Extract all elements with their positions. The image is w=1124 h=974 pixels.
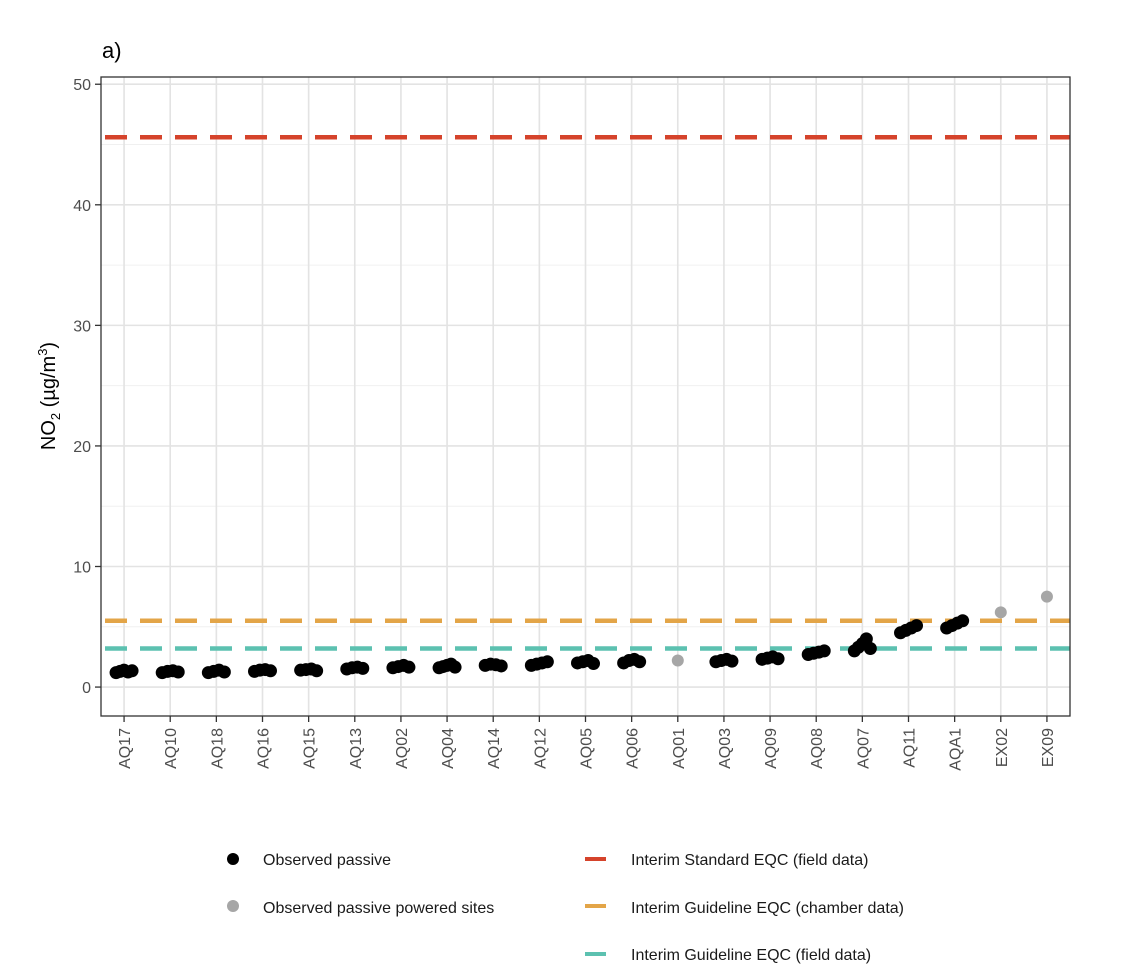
grid-layer	[101, 77, 1070, 716]
data-point-observed-passive	[817, 644, 831, 658]
x-tick-label: AQ18	[209, 728, 226, 769]
data-point-observed-passive	[171, 665, 185, 679]
x-tick-label: AQ08	[809, 728, 826, 769]
x-tick-label: AQ07	[855, 728, 872, 769]
data-point-observed-passive	[448, 660, 462, 674]
data-point-powered-site	[994, 606, 1007, 619]
x-tick-label: AQ11	[902, 728, 919, 768]
y-tick-label: 0	[82, 680, 91, 697]
x-tick-label: AQ15	[302, 728, 319, 769]
data-point-observed-passive	[910, 619, 923, 633]
y-tick-label: 20	[73, 439, 91, 456]
x-tick-label: AQ14	[486, 728, 503, 769]
y-tick-label: 40	[73, 198, 91, 215]
y-axis-title-unit-close: )	[38, 342, 60, 349]
x-tick-label: AQ02	[394, 728, 411, 769]
legend-label-interim-standard-field: Interim Standard EQC (field data)	[631, 852, 868, 869]
data-point-observed-passive	[264, 664, 277, 678]
x-tick-label: EX09	[1040, 728, 1057, 767]
data-point-observed-passive	[540, 655, 554, 669]
y-axis-title-prefix: NO	[38, 420, 60, 450]
data-point-observed-passive	[771, 652, 785, 666]
y-axis-title: NO2 (µg/m3)	[35, 342, 63, 450]
data-point-observed-passive	[863, 641, 877, 655]
y-axis-title-superscript: 3	[35, 349, 50, 356]
data-point-observed-passive	[633, 655, 647, 669]
x-axis: AQ17 AQ10 AQ18 AQ16 AQ15 AQ13 AQ02 AQ04 AQ14 AQ12…	[117, 716, 1057, 771]
data-points	[109, 590, 1053, 680]
legend-label-observed-passive-powered: Observed passive powered sites	[263, 900, 494, 917]
data-point-observed-passive	[725, 654, 739, 668]
y-axis: 0 10 20 30 40 50	[73, 77, 101, 697]
x-tick-label: AQ04	[440, 728, 457, 769]
x-tick-label: AQ10	[163, 728, 180, 769]
data-point-observed-passive	[402, 660, 416, 674]
y-axis-title-unit: (µg/m	[38, 356, 60, 413]
x-tick-label: EX02	[994, 728, 1011, 767]
x-tick-label: AQ12	[532, 728, 549, 769]
x-tick-label: AQA1	[948, 728, 965, 771]
legend-label-interim-guideline-field: Interim Guideline EQC (field data)	[631, 947, 871, 964]
y-tick-label: 30	[73, 318, 91, 335]
data-point-observed-passive	[356, 661, 370, 675]
y-tick-label: 10	[73, 559, 91, 576]
data-point-observed-passive	[494, 659, 508, 673]
y-axis-title-subscript: 2	[48, 413, 63, 420]
legend-key-observed-passive-powered	[227, 900, 239, 912]
x-tick-label: AQ16	[256, 728, 273, 769]
data-point-powered-site	[671, 654, 684, 667]
legend-label-interim-guideline-chamber: Interim Guideline EQC (chamber data)	[631, 900, 904, 917]
data-point-observed-passive	[587, 657, 600, 671]
x-tick-label: AQ17	[117, 728, 134, 769]
x-tick-label: AQ05	[579, 728, 596, 769]
legend-label-observed-passive: Observed passive	[263, 852, 391, 869]
y-tick-label: 50	[73, 77, 91, 94]
panel-label: a)	[102, 38, 122, 63]
legend-key-observed-passive	[227, 853, 239, 865]
x-tick-label: AQ13	[348, 728, 365, 769]
data-point-observed-passive	[125, 664, 139, 678]
data-point-powered-site	[1040, 590, 1053, 603]
x-tick-label: AQ06	[625, 728, 642, 769]
reference-lines	[101, 135, 1070, 651]
data-point-observed-passive	[217, 665, 231, 679]
data-point-observed-passive	[956, 614, 970, 628]
x-tick-label: AQ09	[763, 728, 780, 769]
legend: Observed passive Observed passive powere…	[227, 852, 904, 964]
data-point-observed-passive	[310, 664, 324, 678]
x-tick-label: AQ01	[671, 728, 688, 769]
x-tick-label: AQ03	[717, 728, 734, 769]
